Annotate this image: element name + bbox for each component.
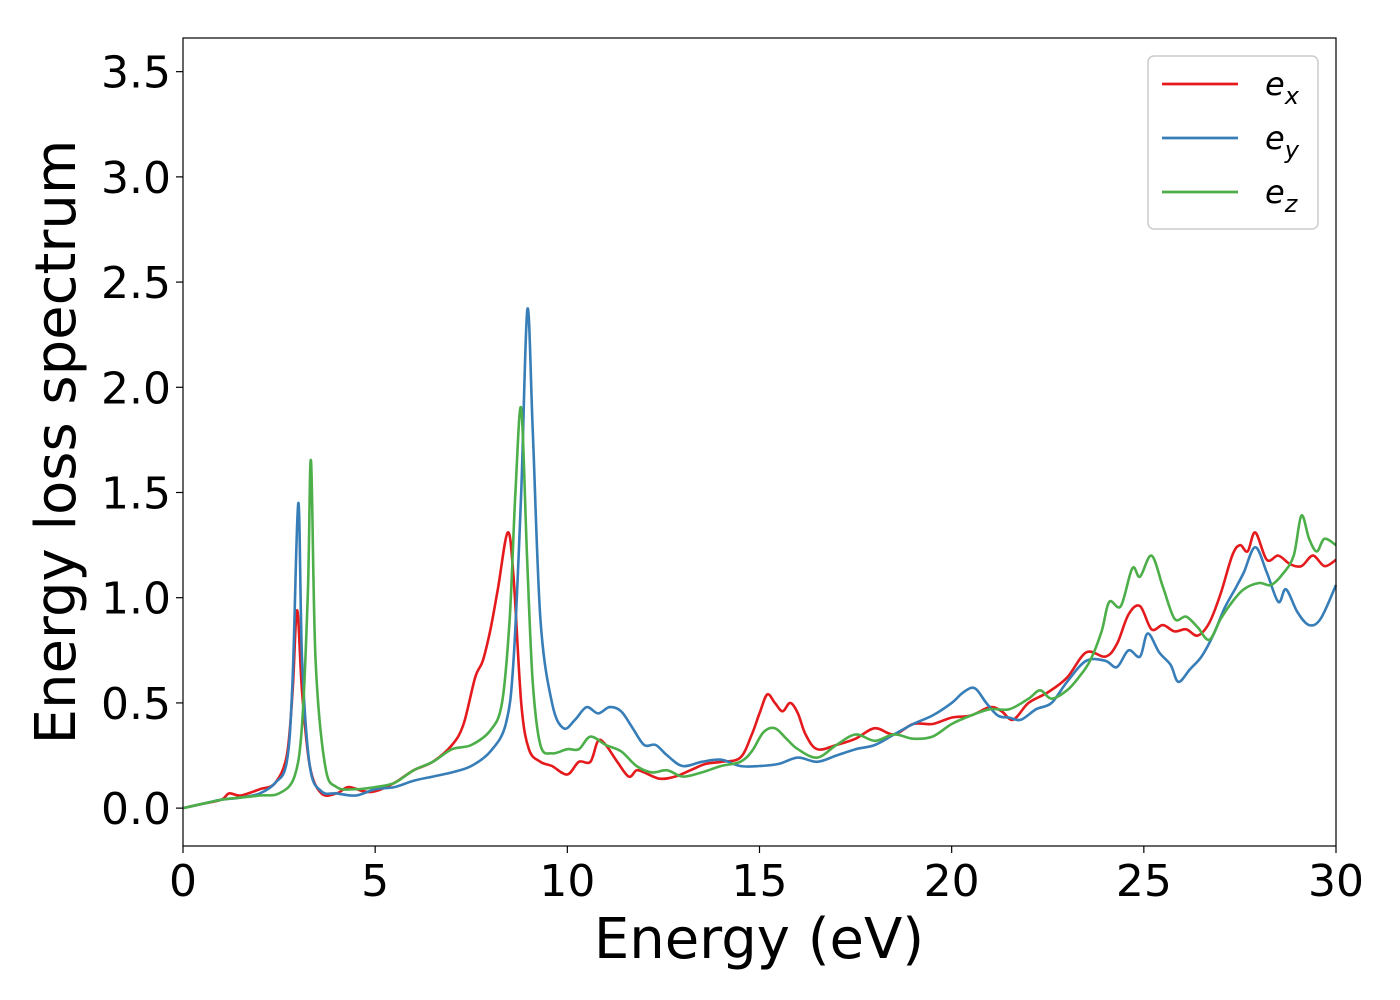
y-axis-ticks: 0.0 0.5 1.0 1.5 2.0 2.5 3.0 3.5: [101, 48, 183, 835]
y-tick-label: 2.0: [101, 363, 171, 414]
x-tick-label: 5: [361, 856, 389, 907]
x-tick-label: 10: [539, 856, 595, 907]
y-axis-title: Energy loss spectrum: [24, 140, 89, 745]
legend-entries: ex ey ez: [1162, 65, 1300, 218]
y-tick-label: 3.0: [101, 153, 171, 204]
series-line-z: [182, 405, 1337, 810]
x-tick-label: 15: [732, 856, 788, 907]
series-line-y: [182, 307, 1338, 810]
x-axis-ticks: 0 5 10 15 20 25 30: [169, 846, 1364, 907]
chart-legend: ex ey ez: [1147, 55, 1319, 230]
y-tick-label: 3.5: [101, 48, 171, 99]
y-tick-label: 2.5: [101, 258, 171, 309]
legend-label-x: ex: [1265, 65, 1300, 110]
x-tick-label: 20: [924, 856, 980, 907]
series-line-x: [182, 531, 1337, 810]
legend-label-z: ez: [1265, 173, 1299, 218]
x-tick-label: 25: [1116, 856, 1172, 907]
y-tick-label: 1.5: [101, 469, 171, 520]
x-tick-label: 30: [1308, 856, 1364, 907]
series-layer: [182, 307, 1338, 810]
y-tick-label: 0.5: [101, 679, 171, 730]
legend-box: [1147, 55, 1319, 230]
y-tick-label: 0.0: [101, 784, 171, 835]
x-tick-label: 0: [169, 856, 197, 907]
x-axis-title: Energy (eV): [594, 907, 924, 972]
y-tick-label: 1.0: [101, 574, 171, 625]
legend-label-y: ey: [1265, 119, 1300, 164]
